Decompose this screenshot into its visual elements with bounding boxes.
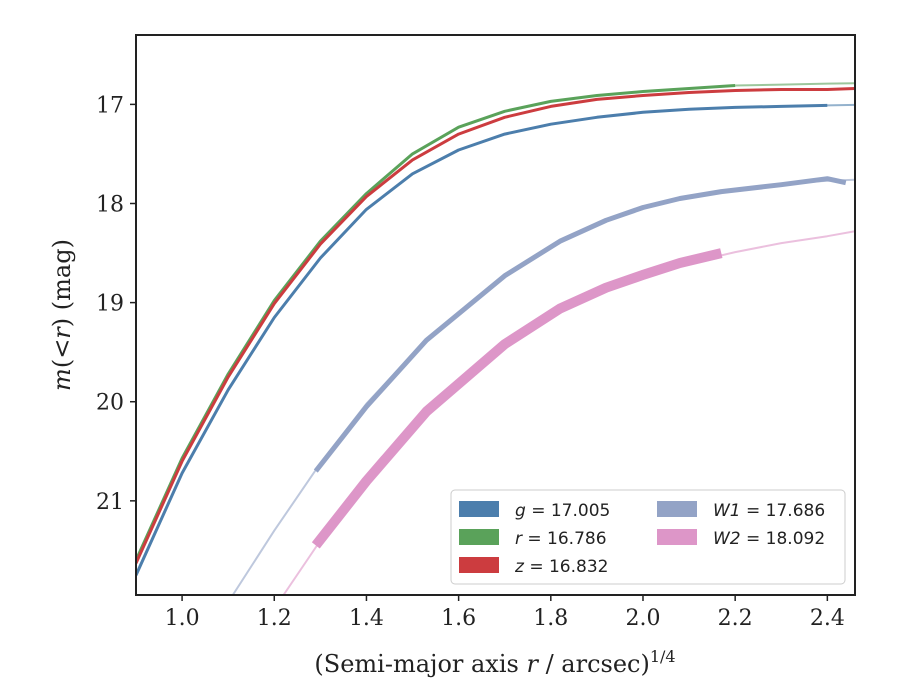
y-axis-title-var: m <box>48 368 76 391</box>
x-tick-label: 2.0 <box>625 606 660 631</box>
series-z-measured-line <box>136 87 855 564</box>
x-axis: 1.0 1.2 1.4 1.6 1.8 2.0 2.2 2.4 <box>165 595 845 631</box>
legend-label-g: g = 17.005 <box>515 501 610 521</box>
x-axis-title-main: (Semi-major axis <box>314 650 526 678</box>
series-layer <box>136 82 855 595</box>
series-g-measured-line <box>136 103 828 576</box>
x-tick-label: 2.4 <box>810 606 845 631</box>
series-r-measured-line <box>136 84 736 561</box>
legend-swatch-w1 <box>657 501 697 517</box>
y-tick-label: 18 <box>96 192 124 217</box>
x-axis-title-var: r <box>526 650 539 678</box>
series-w2-measured-line <box>311 248 723 549</box>
y-tick-label: 17 <box>96 93 124 118</box>
x-tick-label: 2.2 <box>718 606 753 631</box>
legend-swatch-g <box>459 501 499 517</box>
y-tick-label: 19 <box>96 292 124 317</box>
y-axis-title-mid: (< <box>48 339 76 368</box>
y-axis-title: m(<r) (mag) <box>48 239 76 391</box>
x-tick-label: 1.6 <box>441 606 476 631</box>
legend-swatch-r <box>459 529 499 545</box>
x-tick-label: 1.0 <box>165 606 200 631</box>
legend-label-w1: W1 = 17.686 <box>713 501 825 521</box>
legend-label-w2: W2 = 18.092 <box>713 529 825 549</box>
legend-box <box>450 489 846 585</box>
y-tick-label: 20 <box>96 391 124 416</box>
series-r-model-line <box>735 82 855 87</box>
x-axis-title-tail: / arcsec) <box>538 650 650 678</box>
legend: g = 17.005 r = 16.786 z = 16.832 W1 = 17.68… <box>450 489 846 585</box>
y-axis-title-tail: ) (mag) <box>48 239 76 327</box>
legend-label-z: z = 16.832 <box>514 557 608 577</box>
x-tick-label: 1.8 <box>533 606 568 631</box>
x-axis-title-exponent: 1/4 <box>650 647 676 666</box>
x-axis-title: (Semi-major axis r / arcsec)1/4 <box>314 647 675 678</box>
legend-swatch-w2 <box>657 529 697 545</box>
y-tick-label: 21 <box>96 490 124 515</box>
legend-swatch-z <box>459 557 499 573</box>
legend-label-r: r = 16.786 <box>515 529 607 549</box>
x-tick-label: 1.4 <box>349 606 384 631</box>
y-axis: 17 18 19 20 21 <box>96 93 136 515</box>
plot-frame <box>135 34 856 596</box>
x-tick-label: 1.2 <box>257 606 292 631</box>
series-w1-measured-line <box>313 176 847 473</box>
y-axis-title-var2: r <box>48 326 76 339</box>
